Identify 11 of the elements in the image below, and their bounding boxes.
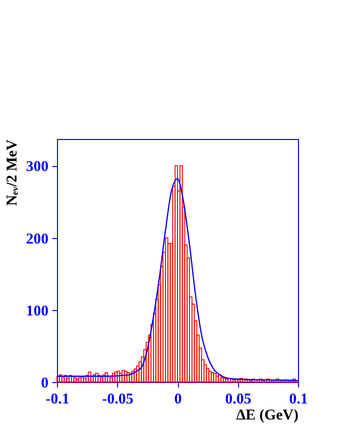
y-axis-title: Nₑᵥ/2 MeV [4, 139, 20, 206]
x-tick-label: 0 [174, 392, 182, 408]
x-axis-title: ΔE (GeV) [236, 408, 298, 424]
x-tick-label: 0.05 [225, 392, 252, 408]
x-tick-label: 0.1 [289, 392, 308, 408]
x-tick-label: -0.1 [46, 392, 70, 408]
y-tick-label: 300 [26, 159, 48, 176]
x-tick-label: -0.05 [102, 392, 134, 408]
y-tick-label: 200 [26, 231, 48, 248]
y-tick-label: 0 [41, 376, 48, 392]
y-tick-label: 100 [26, 303, 48, 320]
